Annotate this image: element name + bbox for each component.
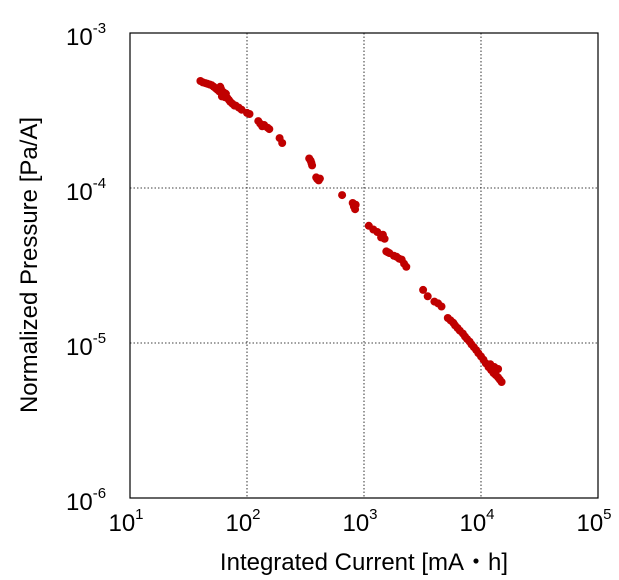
data-point — [423, 292, 432, 301]
data-points — [196, 77, 506, 386]
data-point — [245, 110, 254, 118]
x-tick-label: 101 — [108, 506, 143, 537]
x-tick-label: 105 — [576, 506, 611, 537]
plot-frame — [129, 32, 599, 499]
x-tick-label: 104 — [459, 506, 494, 537]
data-point — [494, 365, 503, 373]
data-point — [278, 139, 287, 147]
x-tick-labels: 101 102 103 104 105 — [108, 506, 611, 537]
y-tick-label: 10-4 — [66, 175, 106, 206]
x-tick-label: 102 — [225, 506, 260, 537]
y-axis-title: Normalized Pressure [Pa/A] — [16, 117, 43, 413]
data-point — [351, 200, 360, 209]
data-point — [315, 174, 324, 183]
data-point — [402, 262, 411, 271]
y-tick-label: 10-6 — [66, 485, 106, 516]
y-tick-label: 10-5 — [66, 330, 106, 361]
data-point — [380, 234, 389, 243]
y-tick-labels: 10-6 10-5 10-4 10-3 — [66, 20, 106, 516]
y-tick-label: 10-3 — [66, 20, 106, 51]
data-point — [497, 378, 506, 386]
x-axis-title: Integrated Current [mA・h] — [220, 549, 508, 576]
data-point — [486, 360, 495, 369]
grid-lines — [130, 33, 598, 498]
data-point — [437, 302, 446, 311]
data-point — [419, 285, 428, 294]
data-point — [265, 125, 274, 134]
x-tick-label: 103 — [342, 506, 377, 537]
data-point — [338, 191, 347, 200]
data-point — [308, 161, 317, 170]
